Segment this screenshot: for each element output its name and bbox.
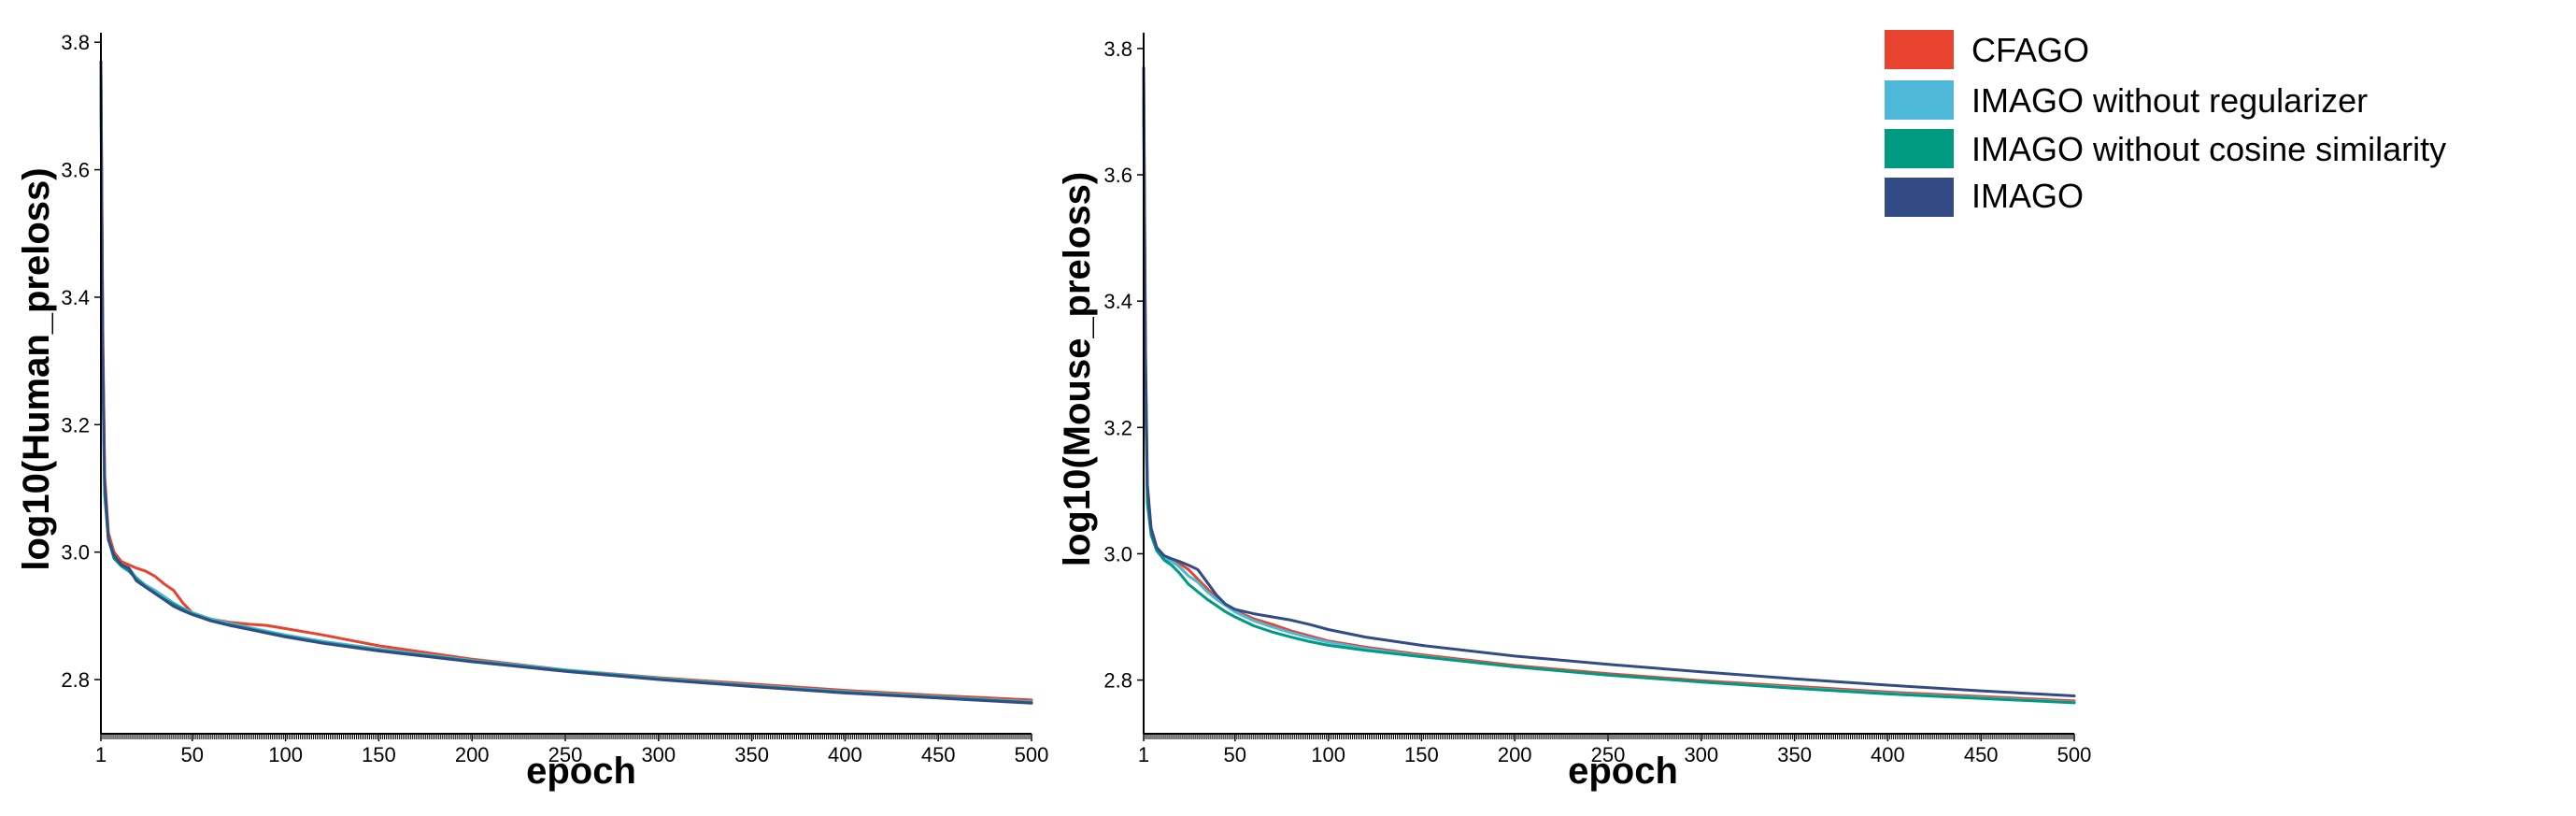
y-axis-title: log10(Mouse_preloss) xyxy=(1057,172,1098,566)
x-tick-label: 250 xyxy=(548,743,583,766)
legend-swatch xyxy=(1885,129,1954,168)
x-tick-label: 200 xyxy=(455,743,490,766)
legend-label: IMAGO xyxy=(1971,177,2084,215)
y-tick-label: 3.2 xyxy=(1103,416,1132,439)
series-layer xyxy=(1142,65,2076,705)
legend-swatch xyxy=(1885,30,1954,69)
y-tick-label: 3.4 xyxy=(1103,290,1132,313)
series-line-imago-without-cosine-similarity xyxy=(99,85,1033,705)
y-tick-label: 3.8 xyxy=(61,31,90,54)
y-tick-label: 2.8 xyxy=(1103,669,1132,693)
x-ticks: 1 50 100 150 200 250 300 350 400 450 500 xyxy=(95,734,1048,766)
legend-swatch xyxy=(1885,80,1954,120)
x-ticks: 1 50 100 150 200 250 300 350 400 450 500 xyxy=(1138,734,2091,766)
x-tick-label: 300 xyxy=(641,743,676,766)
x-tick-label: 450 xyxy=(1964,743,1999,766)
x-tick-label: 50 xyxy=(1224,743,1246,766)
y-ticks: 2.8 3.0 3.2 3.4 3.6 3.8 xyxy=(1103,37,1144,693)
x-tick-label: 350 xyxy=(734,743,769,766)
x-tick-label: 100 xyxy=(1311,743,1345,766)
legend-item-cfago: CFAGO xyxy=(1885,30,2089,69)
x-tick-label: 300 xyxy=(1684,743,1718,766)
legend-item-imago-without-regularizer: IMAGO without regularizer xyxy=(1885,80,2368,120)
y-tick-label: 3.0 xyxy=(1103,542,1132,565)
human-preloss-chart: 1 50 100 150 200 250 300 350 400 450 500 2.83.03.2… xyxy=(16,31,1048,792)
series-line-imago xyxy=(99,60,1033,705)
x-tick-label: 350 xyxy=(1777,743,1812,766)
mouse-preloss-chart: 1 50 100 150 200 250 300 350 400 450 500 2.83.03.2… xyxy=(1057,33,2091,792)
x-axis-title: epoch xyxy=(526,751,636,792)
x-tick-label: 200 xyxy=(1498,743,1532,766)
x-tick-label: 400 xyxy=(1871,743,1905,766)
x-tick-label: 150 xyxy=(362,743,396,766)
series-line-imago xyxy=(1142,65,2076,697)
x-axis-title: epoch xyxy=(1568,751,1678,792)
legend-item-imago: IMAGO xyxy=(1885,177,2084,217)
y-tick-label: 2.8 xyxy=(61,668,90,692)
x-tick-label: 100 xyxy=(268,743,303,766)
x-tick-label: 400 xyxy=(828,743,862,766)
series-line-cfago xyxy=(99,66,1033,702)
x-tick-label: 150 xyxy=(1404,743,1439,766)
legend: CFAGO IMAGO without regularizer IMAGO wi… xyxy=(1885,30,2446,217)
x-tick-label: 500 xyxy=(2057,743,2092,766)
y-tick-label: 3.8 xyxy=(1103,37,1132,61)
y-axis-title: log10(Human_preloss) xyxy=(16,167,57,570)
legend-label: CFAGO xyxy=(1971,31,2089,69)
y-ticks: 2.8 3.0 3.2 3.4 3.6 3.8 xyxy=(61,31,101,692)
x-tick-label: 450 xyxy=(921,743,956,766)
y-tick-label: 3.6 xyxy=(1103,164,1132,187)
x-tick-label: 1 xyxy=(1138,743,1149,766)
x-tick-label: 250 xyxy=(1591,743,1626,766)
legend-swatch xyxy=(1885,178,1954,217)
series-line-imago-without-cosine-similarity xyxy=(1142,97,2076,705)
legend-item-imago-without-cosine-similarity: IMAGO without cosine similarity xyxy=(1885,129,2446,168)
y-tick-label: 3.2 xyxy=(61,413,90,437)
y-tick-label: 3.0 xyxy=(61,541,90,565)
x-tick-label: 1 xyxy=(95,743,107,766)
y-tick-label: 3.4 xyxy=(61,286,90,309)
x-tick-label: 50 xyxy=(181,743,204,766)
series-line-imago-without-regularizer xyxy=(99,79,1033,704)
x-tick-label: 500 xyxy=(1015,743,1049,766)
y-tick-label: 3.6 xyxy=(61,159,90,182)
legend-label: IMAGO without regularizer xyxy=(1971,81,2368,120)
legend-label: IMAGO without cosine similarity xyxy=(1971,130,2446,168)
series-layer xyxy=(99,60,1033,705)
